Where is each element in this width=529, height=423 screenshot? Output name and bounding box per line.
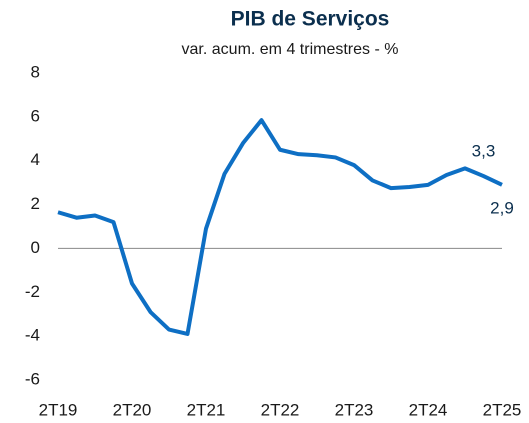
x-tick-label: 2T20: [113, 400, 152, 419]
data-label: 3,3: [472, 142, 496, 161]
x-tick-label: 2T19: [39, 400, 78, 419]
y-tick-label: 6: [31, 106, 40, 125]
series-line: [57, 118, 503, 336]
y-tick-label: -6: [25, 369, 40, 388]
chart-subtitle: var. acum. em 4 trimestres - %: [182, 41, 399, 58]
chart-title: PIB de Serviços: [231, 8, 390, 31]
y-tick-label: 8: [31, 62, 40, 81]
x-tick-label: 2T25: [483, 400, 522, 419]
y-tick-label: -2: [25, 282, 40, 301]
y-tick-label: 2: [31, 194, 40, 213]
x-tick-label: 2T24: [409, 400, 448, 419]
y-tick-label: -4: [25, 326, 40, 345]
x-tick-label: 2T23: [335, 400, 374, 419]
y-tick-label: 0: [31, 238, 40, 257]
data-label: 2,9: [490, 198, 514, 217]
x-tick-label: 2T21: [187, 400, 226, 419]
y-tick-label: 4: [31, 150, 40, 169]
x-tick-label: 2T22: [261, 400, 300, 419]
